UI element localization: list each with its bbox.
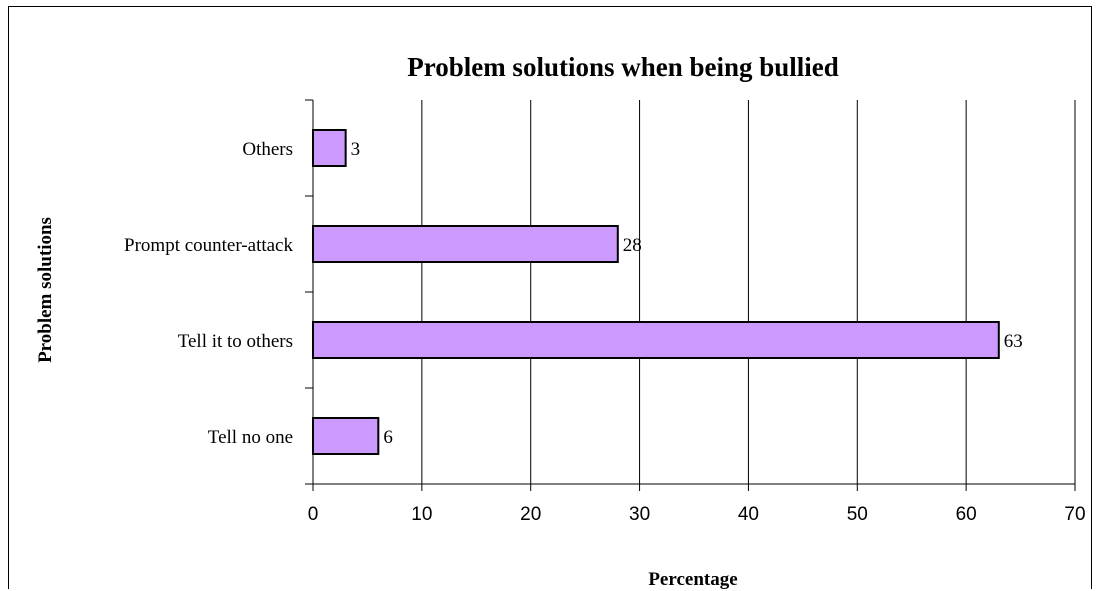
bar	[312, 417, 380, 455]
x-tick-label: 20	[520, 504, 541, 525]
bar	[312, 129, 347, 167]
x-tick-label: 70	[1064, 504, 1085, 525]
plot-area: 0 10 20 30 40 50 60 70 6 Tell no one 63 Tell it to …	[124, 99, 1086, 525]
data-label: 28	[623, 235, 642, 256]
data-label: 3	[351, 139, 361, 160]
chart-frame	[8, 6, 1092, 589]
category-label: Prompt counter-attack	[124, 235, 293, 256]
x-tick-label: 0	[308, 504, 319, 525]
x-axis-label: Percentage	[648, 569, 737, 590]
bar	[312, 225, 619, 263]
x-tick-label: 10	[411, 504, 432, 525]
x-tick-label: 30	[629, 504, 650, 525]
bar	[312, 321, 1000, 359]
y-axis-label: Problem solutions	[35, 217, 56, 363]
category-label: Tell no one	[208, 427, 293, 448]
category-label: Others	[242, 139, 293, 160]
chart-title: Problem solutions when being bullied	[407, 52, 839, 82]
data-label: 63	[1004, 331, 1023, 352]
x-tick-label: 50	[847, 504, 868, 525]
x-tick-label: 60	[956, 504, 977, 525]
category-label: Tell it to others	[178, 331, 293, 352]
data-label: 6	[383, 427, 393, 448]
x-tick-label: 40	[738, 504, 759, 525]
